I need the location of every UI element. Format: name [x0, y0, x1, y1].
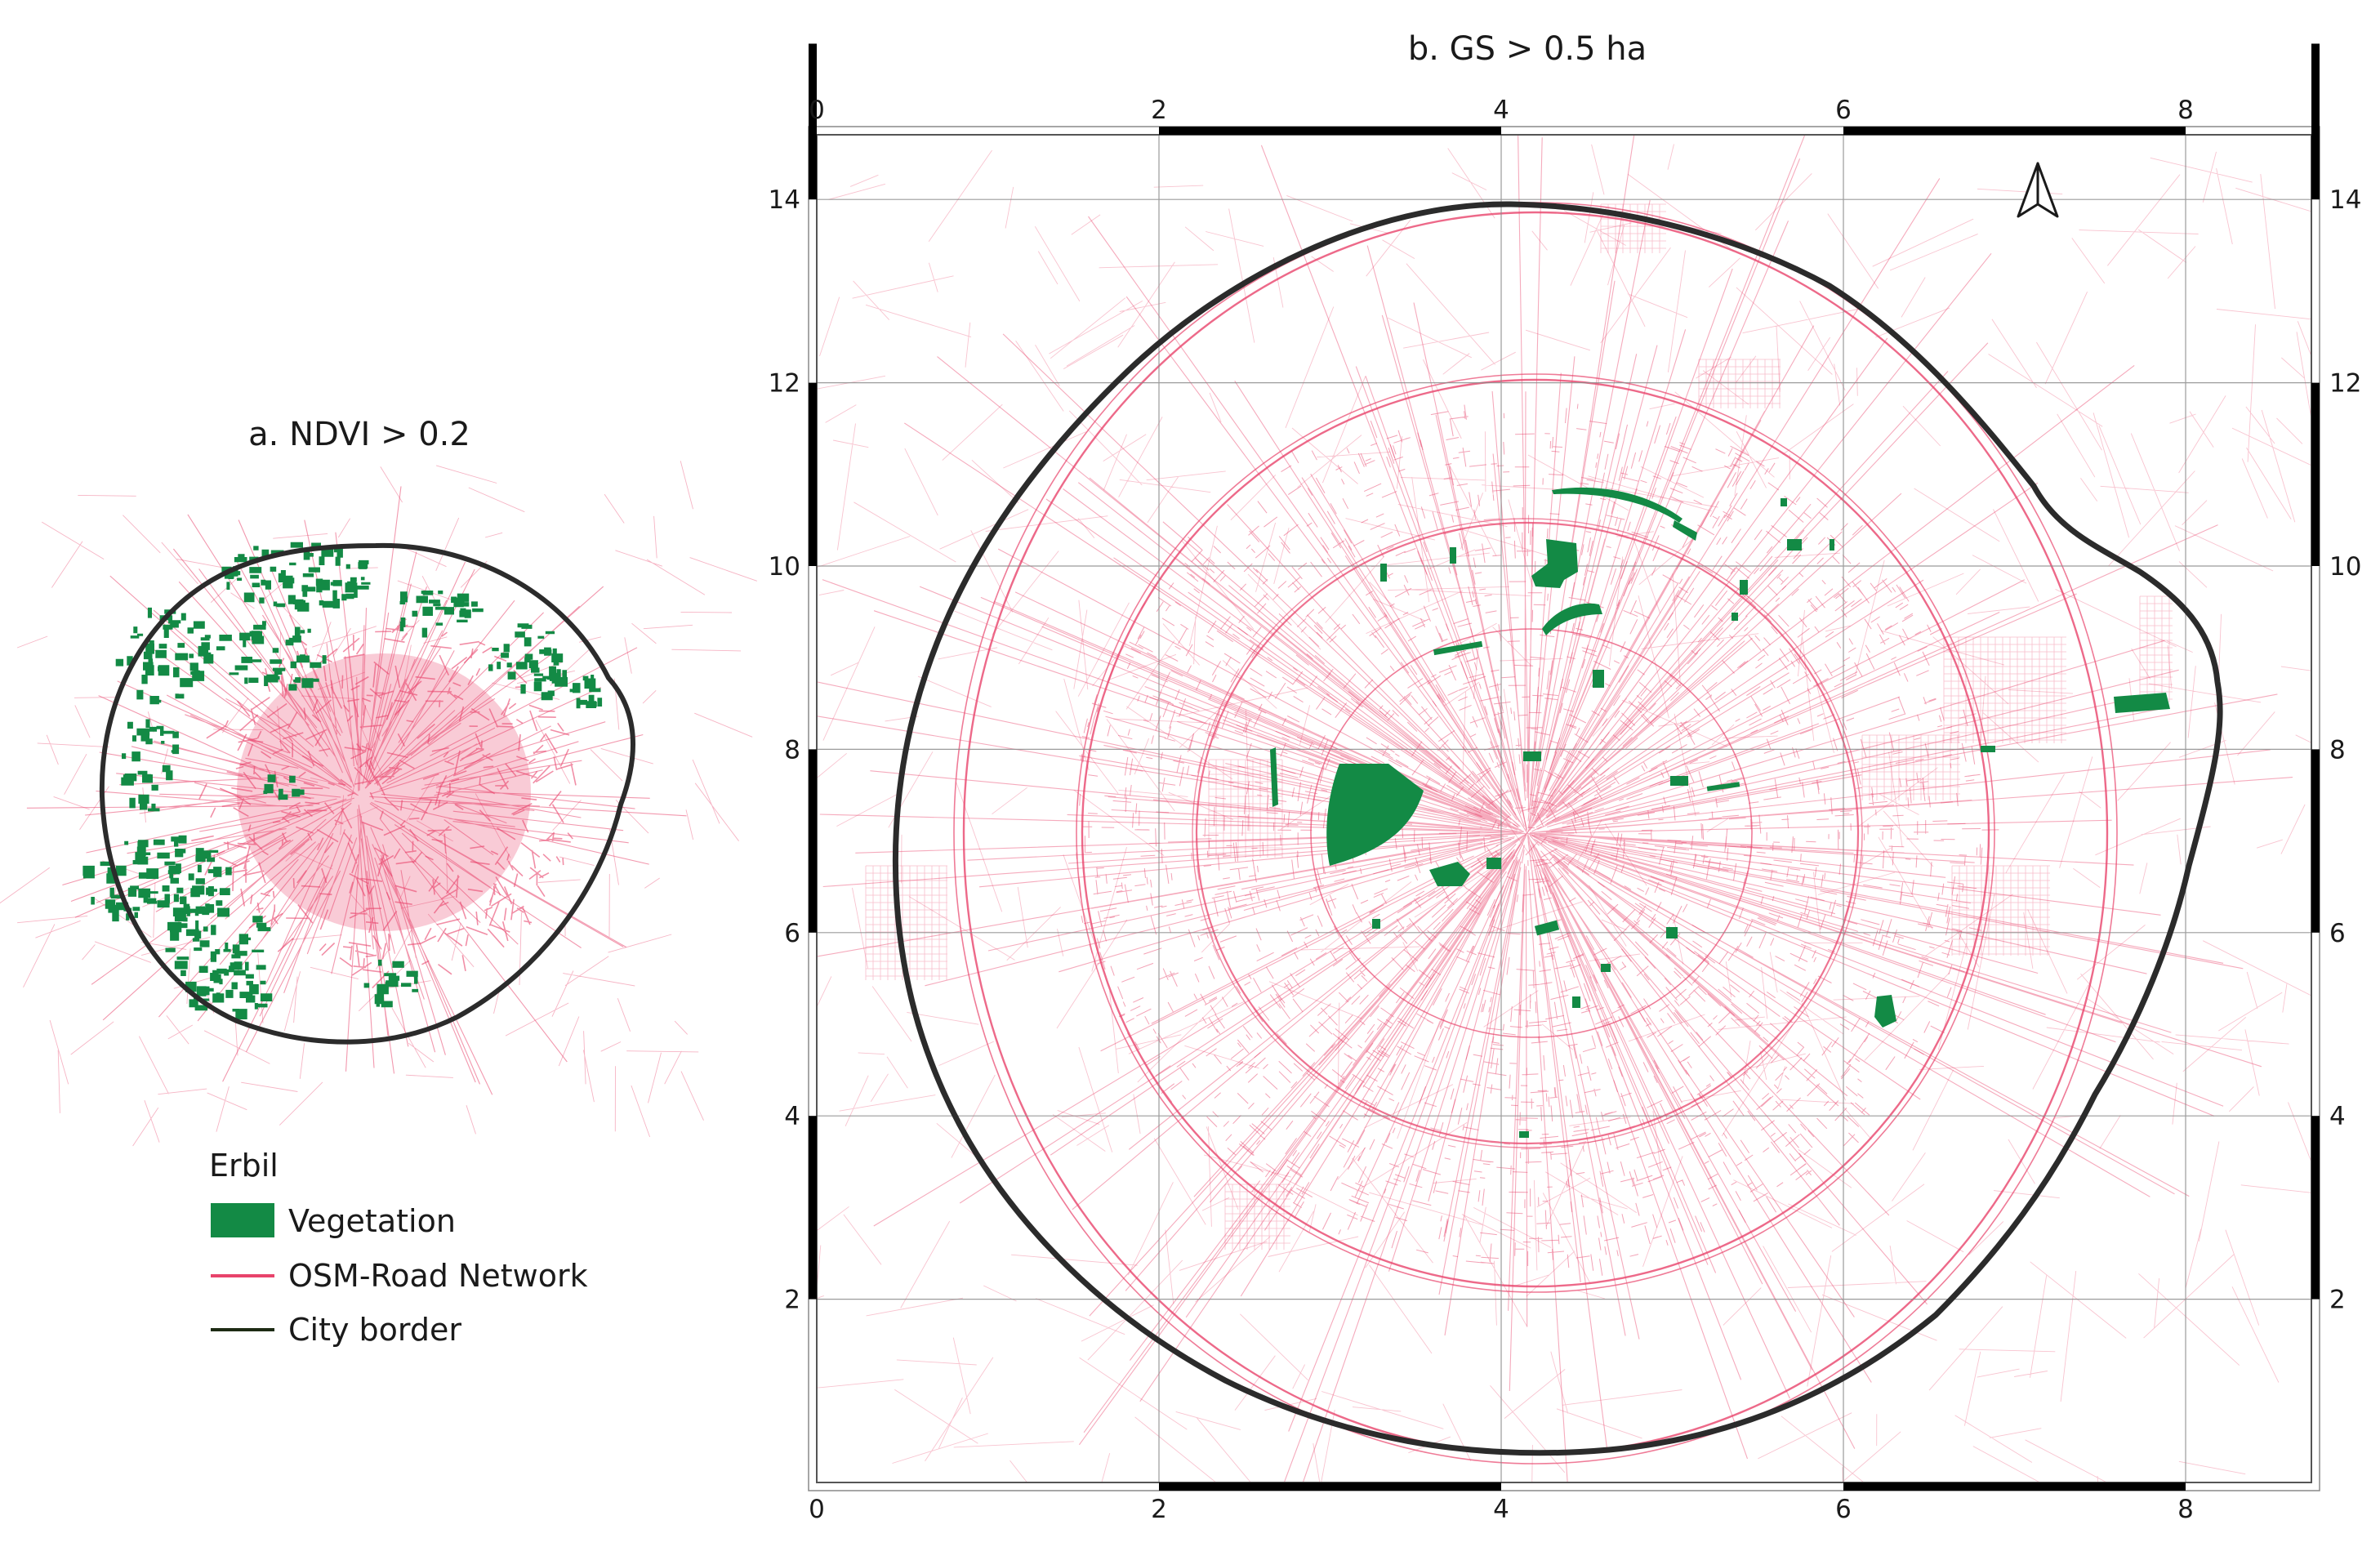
legend: Erbil Vegetation OSM-Road Network City b…: [209, 1148, 588, 1348]
y-tick-right-8: 8: [2329, 735, 2346, 765]
green-space-small-17: [1519, 1131, 1529, 1138]
panel-b-roads-radial: [800, 100, 2293, 1544]
x-tick-bottom-2: 2: [1151, 1495, 1167, 1524]
panel-a-title: a. NDVI > 0.2: [248, 416, 470, 453]
legend-border-label: City border: [288, 1312, 461, 1348]
x-tick-bottom-4: 4: [1493, 1495, 1509, 1524]
scale-bar-right-3: [2311, 749, 2320, 932]
green-space-small-19: [1830, 539, 1834, 551]
panel-b-block-grid-8: [1225, 1184, 1290, 1250]
green-space-north-1: [1531, 539, 1578, 588]
x-tick-top-8: 8: [2177, 96, 2194, 125]
y-tick-right-10: 10: [2329, 552, 2361, 582]
green-space-small-16: [1781, 498, 1787, 506]
y-tick-right-6: 6: [2329, 919, 2346, 948]
green-space-small-20: [1732, 613, 1738, 621]
legend-road-label: OSM-Road Network: [288, 1258, 588, 1294]
green-space-small-8: [1593, 670, 1604, 688]
scale-bar-left-3: [809, 749, 817, 932]
green-space-small-7: [1666, 927, 1678, 938]
y-tick-right-2: 2: [2329, 1286, 2346, 1315]
green-space-small-1: [1523, 751, 1541, 761]
scale-bar-right-1: [2311, 1116, 2320, 1299]
green-space-small-9: [1380, 564, 1387, 582]
scale-bar-right-7: [2311, 43, 2320, 199]
north-arrow-icon: [2018, 163, 2057, 216]
green-space-small-13: [1572, 996, 1580, 1008]
panel-b-roads-urban: [1076, 404, 1999, 1276]
y-tick-left-10: 10: [769, 552, 800, 582]
y-tick-left-6: 6: [784, 919, 800, 948]
scale-bar-bottom-3: [1843, 1482, 2186, 1491]
x-tick-top-6: 6: [1835, 96, 1852, 125]
y-tick-left-2: 2: [784, 1286, 800, 1315]
y-tick-right-12: 12: [2329, 369, 2361, 399]
panel-b-vegetation: [1270, 488, 2170, 1138]
y-tick-left-12: 12: [769, 369, 800, 399]
y-tick-left-8: 8: [784, 735, 800, 765]
green-space-small-4: [1486, 858, 1501, 869]
panel-a-road-network: [0, 461, 757, 1146]
panel-a-vegetation-cluster-9: [364, 960, 418, 1007]
scale-bar-right-5: [2311, 383, 2320, 566]
scale-bar-left-1: [809, 1116, 817, 1299]
scale-bar-top-1: [1159, 127, 1501, 135]
y-tick-left-4: 4: [784, 1102, 800, 1131]
panel-a-vegetation-cluster-7: [121, 720, 179, 812]
green-space-small-12: [1740, 580, 1748, 595]
green-space-small-11: [1981, 746, 1995, 752]
panel-b-block-grid-1: [1862, 735, 1960, 800]
legend-vegetation-swatch: [211, 1203, 274, 1237]
scale-bar-bottom-1: [1159, 1482, 1501, 1491]
green-space-west-large: [1326, 764, 1424, 866]
legend-vegetation-label: Vegetation: [288, 1203, 456, 1239]
panel-b: b. GS > 0.5 ha: [744, 30, 2380, 1547]
x-tick-top-2: 2: [1151, 96, 1167, 125]
panel-a-vegetation-cluster-4: [204, 621, 326, 690]
green-space-river: [1270, 747, 1278, 807]
scale-bar-top-3: [1843, 127, 2186, 135]
scale-bar-left-5: [809, 383, 817, 566]
panel-b-road-network: [744, 100, 2380, 1547]
y-tick-right-4: 4: [2329, 1102, 2346, 1131]
green-space-small-14: [1601, 964, 1611, 972]
panel-b-block-grid-3: [1952, 866, 2050, 956]
x-tick-bottom-0: 0: [809, 1495, 825, 1524]
x-tick-bottom-6: 6: [1835, 1495, 1852, 1524]
green-space-small-6: [1670, 776, 1688, 786]
green-space-south-1: [1429, 862, 1470, 886]
legend-title: Erbil: [209, 1148, 279, 1184]
x-tick-bottom-8: 8: [2177, 1495, 2194, 1524]
y-tick-left-14: 14: [769, 185, 800, 215]
panel-b-title: b. GS > 0.5 ha: [1408, 30, 1647, 68]
green-space-east-2: [1874, 995, 1896, 1028]
y-tick-right-14: 14: [2329, 185, 2361, 215]
green-space-small-18: [1372, 919, 1380, 929]
x-tick-top-4: 4: [1493, 96, 1509, 125]
panel-b-frame: [817, 135, 2311, 1482]
green-space-small-2: [1787, 539, 1802, 551]
green-space-curve: [1673, 520, 1697, 541]
x-tick-top-0: 0: [809, 96, 825, 125]
green-space-east-1: [2114, 693, 2170, 713]
panel-a: a. NDVI > 0.2: [0, 416, 757, 1146]
green-space-small-10: [1450, 547, 1456, 564]
